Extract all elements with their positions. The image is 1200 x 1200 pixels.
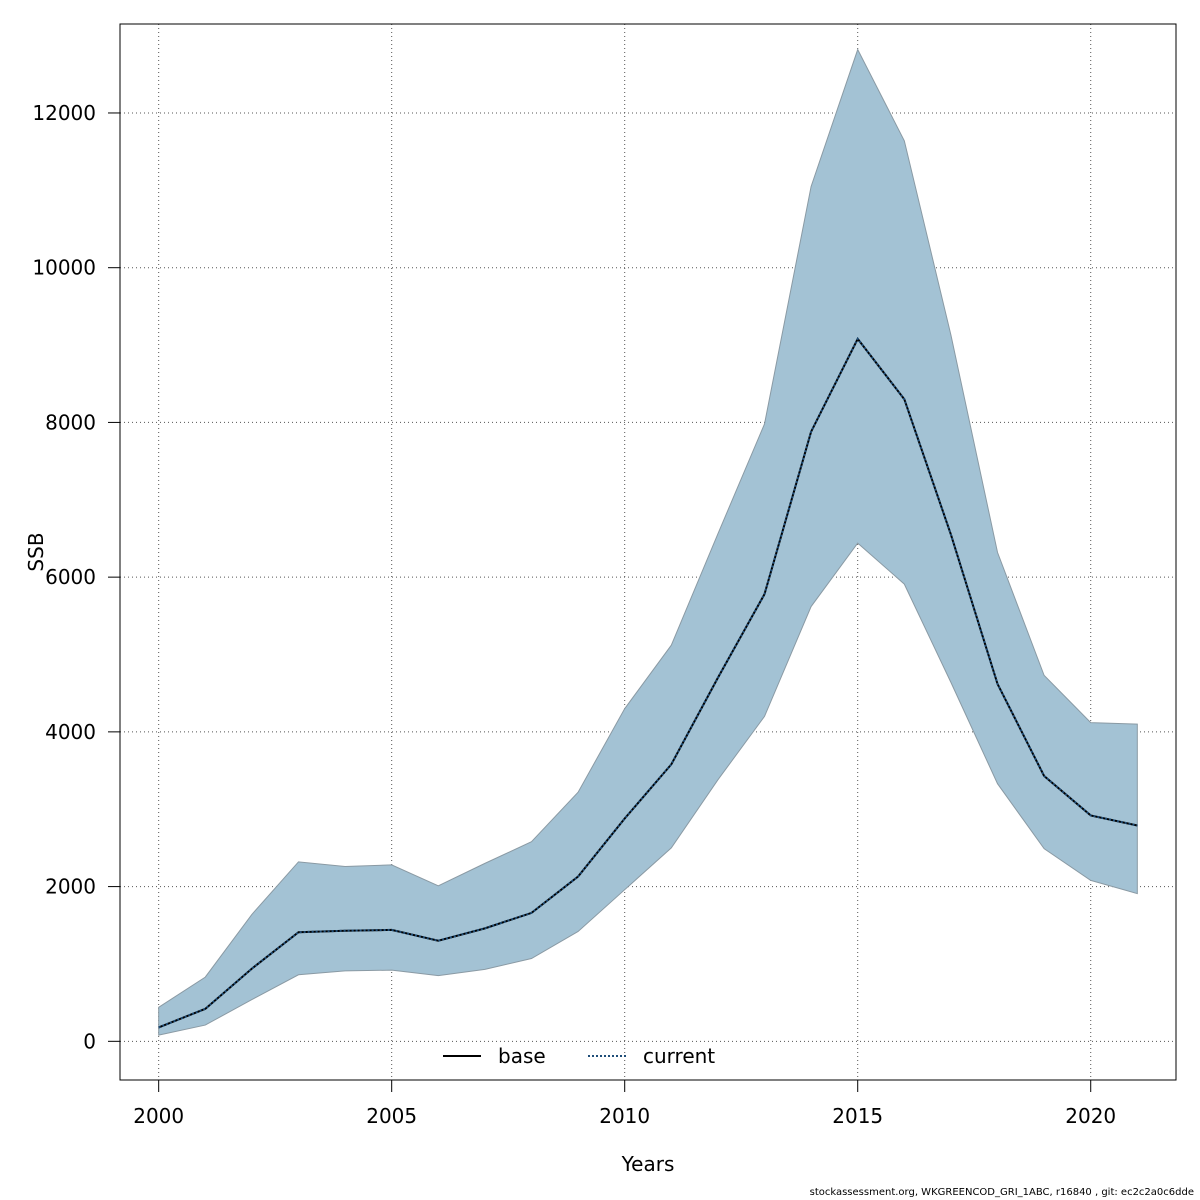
x-tick-label-2020: 2020 [1065,1104,1116,1128]
y-tick-label-4000: 4000 [45,720,96,744]
x-tick-label-2000: 2000 [133,1104,184,1128]
x-axis-title: Years [621,1152,675,1176]
y-axis: 0 2000 4000 6000 8000 10000 12000 [32,101,121,1053]
legend-label-current: current [643,1044,715,1068]
x-axis: 2000 2005 2010 2015 2020 [133,1079,1116,1128]
x-tick-label-2005: 2005 [366,1104,417,1128]
y-tick-label-2000: 2000 [45,875,96,899]
footer-credit: stockassessment.org, WKGREENCOD_GRI_1ABC… [809,1187,1194,1198]
series-line-base [158,336,1138,1029]
legend-label-base: base [498,1044,546,1068]
grid-lines [120,24,1176,1080]
x-tick-label-2010: 2010 [599,1104,650,1128]
series-lines [158,336,1138,1029]
y-tick-label-12000: 12000 [32,101,96,125]
y-axis-title: SSB [24,532,48,571]
y-tick-label-0: 0 [83,1029,96,1053]
legend: base current [443,1044,715,1068]
y-tick-label-6000: 6000 [45,565,96,589]
y-tick-label-8000: 8000 [45,410,96,434]
y-tick-label-10000: 10000 [32,256,96,280]
legend-item-base: base [443,1044,546,1068]
confidence-band [158,48,1138,1036]
x-tick-label-2015: 2015 [832,1104,883,1128]
legend-item-current: current [588,1044,715,1068]
